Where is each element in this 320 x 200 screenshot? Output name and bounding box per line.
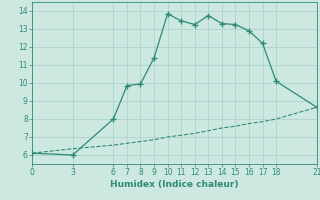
X-axis label: Humidex (Indice chaleur): Humidex (Indice chaleur)	[110, 180, 239, 189]
